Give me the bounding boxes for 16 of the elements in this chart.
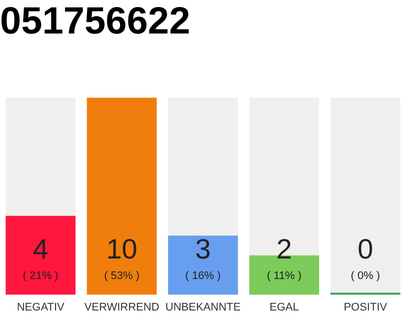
x-tick-label: NEGATIV [16, 301, 65, 314]
x-tick-label: EGAL [270, 301, 299, 314]
bar [168, 236, 238, 295]
x-tick-label: VERWIRREND [84, 301, 160, 314]
data-label: 4 [32, 234, 48, 265]
data-label: 3 [195, 234, 211, 265]
data-label: 0 [358, 234, 374, 265]
annotation: ( 16% ) [185, 270, 221, 282]
x-tick-label: UNBEKANNTE [165, 301, 241, 314]
annotation: ( 21% ) [22, 270, 58, 282]
annotation: ( 53% ) [104, 270, 140, 282]
x-tick-label: POSITIV [344, 301, 388, 314]
annotation: ( 0% ) [350, 270, 380, 282]
annotation: ( 11% ) [266, 270, 302, 282]
data-label: 10 [106, 234, 138, 265]
chart-title: 051756622 [0, 0, 190, 42]
